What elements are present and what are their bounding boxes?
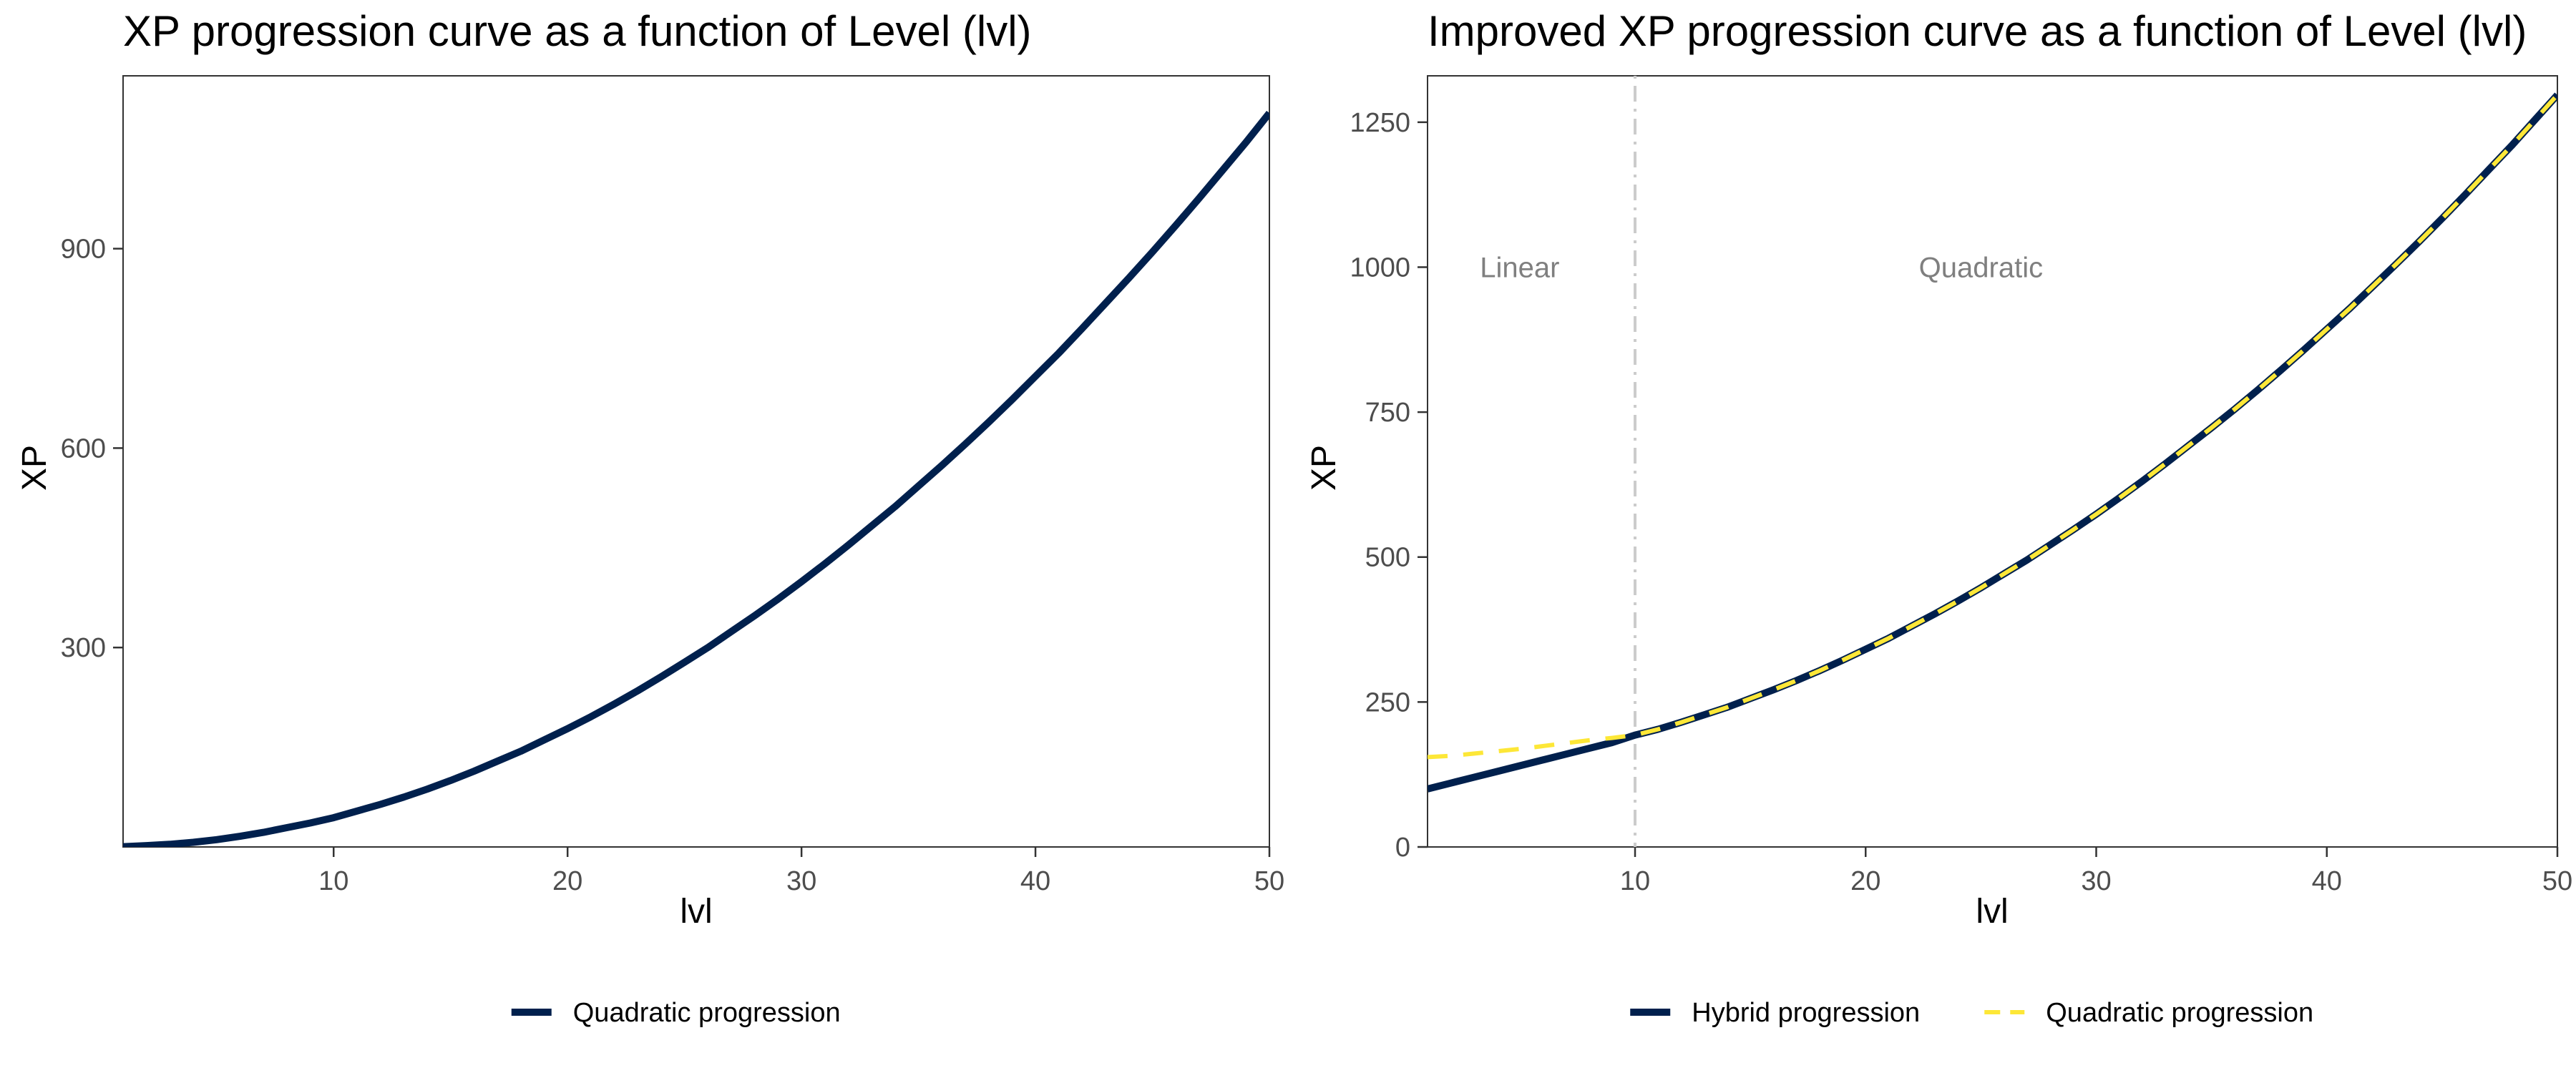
left-x-tick-label: 10 (318, 866, 348, 896)
panel-right: Improved XP progression curve as a funct… (1305, 7, 2572, 1028)
right-x-tick-label: 20 (1850, 866, 1880, 896)
right-annotation: Linear (1480, 252, 1559, 283)
right-y-tick-label: 0 (1395, 833, 1410, 863)
right-series-line-hybrid-progression (1428, 92, 2557, 793)
left-x-axis-title: lvl (680, 893, 712, 931)
right-x-axis-title: lvl (1976, 893, 2008, 931)
right-y-axis-title: XP (1305, 445, 1343, 491)
right-y-tick-label: 500 (1365, 543, 1410, 573)
left-y-tick-label: 900 (61, 235, 106, 265)
left-series-line-quadratic-progression (123, 110, 1269, 847)
left-y-tick-label: 600 (61, 433, 106, 464)
left-chart-title: XP progression curve as a function of Le… (123, 7, 1032, 55)
right-x-tick-label: 50 (2542, 866, 2572, 896)
right-legend-label: Quadratic progression (2046, 998, 2313, 1028)
left-x-tick-label: 40 (1020, 866, 1050, 896)
right-x-tick-label: 40 (2312, 866, 2342, 896)
left-x-tick-label: 20 (552, 866, 582, 896)
right-annotation: Quadratic (1919, 252, 2043, 283)
panel-left: XP progression curve as a function of Le… (16, 7, 1284, 1028)
right-legend: Hybrid progression Quadratic progression (1630, 998, 2313, 1028)
left-legend-label: Quadratic progression (573, 998, 841, 1028)
right-y-tick-label: 250 (1365, 687, 1410, 717)
right-y-tick-label: 750 (1365, 398, 1410, 428)
left-plot-area: 10 20 30 40 50 300 600 900 (61, 75, 1284, 896)
left-y-axis-title: XP (16, 445, 54, 491)
left-x-tick-label: 30 (786, 866, 816, 896)
right-series-line-quadratic-progression (1428, 93, 2557, 760)
right-y-tick-label: 1250 (1350, 108, 1410, 138)
left-x-tick-label: 50 (1254, 866, 1284, 896)
right-legend-label: Hybrid progression (1692, 998, 1920, 1028)
right-x-tick-label: 10 (1620, 866, 1650, 896)
right-x-tick-label: 30 (2081, 866, 2111, 896)
right-y-tick-label: 1000 (1350, 253, 1410, 283)
left-legend: Quadratic progression (511, 998, 841, 1028)
right-chart-title: Improved XP progression curve as a funct… (1428, 7, 2527, 55)
left-y-tick-label: 300 (61, 633, 106, 663)
left-panel-border (122, 75, 1270, 848)
right-panel-border (1427, 75, 2558, 848)
